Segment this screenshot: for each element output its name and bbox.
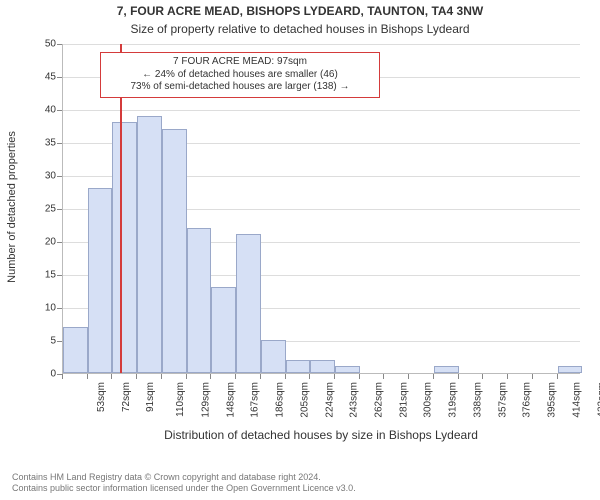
histogram-bar xyxy=(261,340,286,373)
histogram-bar xyxy=(88,188,113,373)
x-tick-mark xyxy=(309,374,310,379)
x-tick-label: 91sqm xyxy=(145,382,156,412)
y-tick-label: 50 xyxy=(28,39,56,50)
x-tick-mark xyxy=(62,374,63,379)
x-tick-mark xyxy=(111,374,112,379)
x-tick-mark xyxy=(408,374,409,379)
footer-line-1: Contains HM Land Registry data © Crown c… xyxy=(12,472,356,483)
chart-title-line2: Size of property relative to detached ho… xyxy=(0,22,600,36)
x-tick-label: 129sqm xyxy=(200,382,211,418)
histogram-bar xyxy=(211,287,236,373)
y-tick-label: 35 xyxy=(28,138,56,149)
y-tick-mark xyxy=(57,176,62,177)
histogram-bar xyxy=(335,366,360,373)
chart-title-line1: 7, FOUR ACRE MEAD, BISHOPS LYDEARD, TAUN… xyxy=(0,4,600,18)
y-tick-label: 30 xyxy=(28,171,56,182)
x-tick-label: 357sqm xyxy=(497,382,508,418)
x-axis-label: Distribution of detached houses by size … xyxy=(62,428,580,442)
histogram-bar xyxy=(63,327,88,373)
x-tick-label: 110sqm xyxy=(175,382,186,417)
footer-line-2: Contains public sector information licen… xyxy=(12,483,356,494)
x-tick-label: 72sqm xyxy=(121,382,132,412)
histogram-bar xyxy=(286,360,311,373)
x-tick-label: 338sqm xyxy=(473,382,484,418)
x-tick-label: 243sqm xyxy=(349,382,360,418)
x-tick-mark xyxy=(334,374,335,379)
x-tick-mark xyxy=(285,374,286,379)
x-tick-label: 53sqm xyxy=(96,382,107,412)
x-tick-label: 433sqm xyxy=(596,382,600,418)
x-tick-label: 186sqm xyxy=(275,382,286,418)
histogram-bar xyxy=(558,366,583,373)
histogram-bar xyxy=(112,122,137,373)
x-tick-mark xyxy=(186,374,187,379)
y-tick-label: 20 xyxy=(28,237,56,248)
x-tick-label: 167sqm xyxy=(250,382,261,418)
y-tick-mark xyxy=(57,77,62,78)
annotation-line: 7 FOUR ACRE MEAD: 97sqm xyxy=(109,56,371,69)
gridline xyxy=(63,44,580,45)
y-tick-mark xyxy=(57,143,62,144)
x-tick-mark xyxy=(482,374,483,379)
y-tick-label: 45 xyxy=(28,72,56,83)
x-tick-mark xyxy=(161,374,162,379)
y-tick-label: 5 xyxy=(28,336,56,347)
gridline xyxy=(63,110,580,111)
y-tick-mark xyxy=(57,242,62,243)
x-tick-mark xyxy=(557,374,558,379)
y-tick-mark xyxy=(57,275,62,276)
x-tick-mark xyxy=(458,374,459,379)
x-tick-label: 262sqm xyxy=(374,382,385,418)
x-tick-mark xyxy=(210,374,211,379)
x-tick-mark xyxy=(136,374,137,379)
histogram-bar xyxy=(187,228,212,373)
chart-container: { "image_size": { "w": 600, "h": 500 }, … xyxy=(0,0,600,500)
footer-attribution: Contains HM Land Registry data © Crown c… xyxy=(12,472,356,495)
y-tick-mark xyxy=(57,209,62,210)
y-tick-label: 40 xyxy=(28,105,56,116)
y-tick-mark xyxy=(57,341,62,342)
y-tick-mark xyxy=(57,44,62,45)
x-tick-label: 224sqm xyxy=(324,382,335,418)
histogram-bar xyxy=(162,129,187,373)
x-tick-mark xyxy=(359,374,360,379)
histogram-bar xyxy=(310,360,335,373)
x-tick-mark xyxy=(507,374,508,379)
x-tick-label: 414sqm xyxy=(571,382,582,418)
annotation-box: 7 FOUR ACRE MEAD: 97sqm← 24% of detached… xyxy=(100,52,380,98)
x-tick-label: 395sqm xyxy=(547,382,558,418)
y-tick-label: 25 xyxy=(28,204,56,215)
x-tick-mark xyxy=(532,374,533,379)
y-tick-label: 0 xyxy=(28,369,56,380)
histogram-bar xyxy=(137,116,162,373)
x-tick-mark xyxy=(87,374,88,379)
x-tick-label: 281sqm xyxy=(398,382,409,418)
x-tick-label: 376sqm xyxy=(522,382,533,418)
y-tick-mark xyxy=(57,308,62,309)
y-tick-label: 10 xyxy=(28,303,56,314)
x-tick-mark xyxy=(235,374,236,379)
y-tick-mark xyxy=(57,110,62,111)
x-tick-label: 319sqm xyxy=(448,382,459,418)
x-tick-label: 205sqm xyxy=(299,382,310,418)
x-tick-mark xyxy=(383,374,384,379)
y-tick-label: 15 xyxy=(28,270,56,281)
annotation-line: ← 24% of detached houses are smaller (46… xyxy=(109,69,371,82)
histogram-bar xyxy=(236,234,261,373)
x-tick-mark xyxy=(260,374,261,379)
histogram-bar xyxy=(434,366,459,373)
x-tick-label: 300sqm xyxy=(423,382,434,418)
x-tick-mark xyxy=(433,374,434,379)
annotation-line: 73% of semi-detached houses are larger (… xyxy=(109,81,371,94)
x-tick-label: 148sqm xyxy=(225,382,236,418)
y-axis-label: Number of detached properties xyxy=(6,42,18,372)
